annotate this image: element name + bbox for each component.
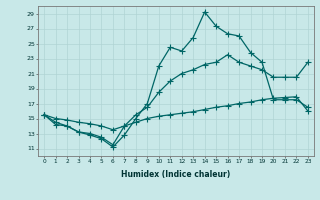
X-axis label: Humidex (Indice chaleur): Humidex (Indice chaleur) bbox=[121, 170, 231, 179]
